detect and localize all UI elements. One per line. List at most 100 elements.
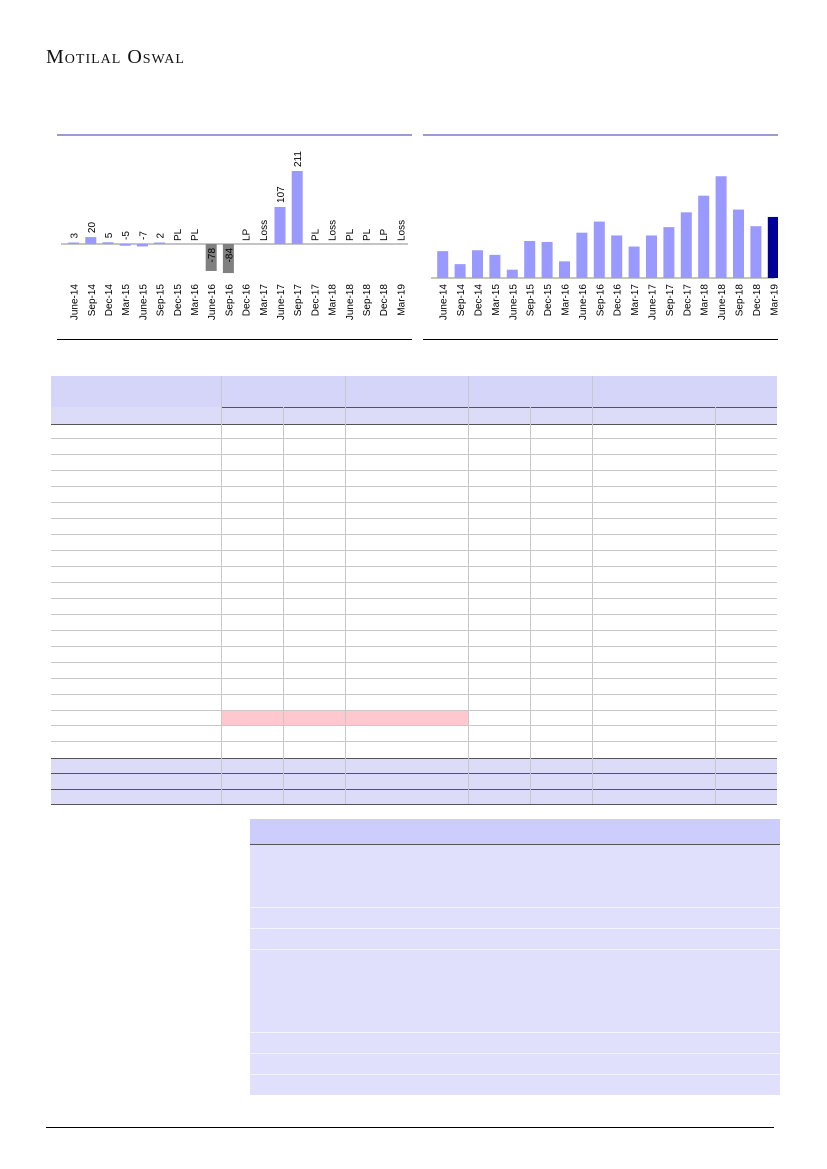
table-row-rule	[51, 694, 777, 695]
x-tick-label: June-18	[345, 284, 356, 321]
table-bottom-rule	[51, 804, 777, 805]
data-label: PL	[173, 228, 184, 241]
x-tick-label: Dec-15	[543, 284, 554, 317]
x-tick-label: Sep-18	[735, 284, 746, 317]
page-footer-rule	[46, 1127, 774, 1128]
right-chart-plot: June-14 Sep-14 Dec-14 Mar-15 June-15 Sep-15 De…	[431, 176, 778, 321]
data-label: -78	[207, 248, 218, 263]
bar-Dec-18	[750, 226, 762, 278]
bar-Dec-16	[611, 235, 623, 278]
x-tick-label: Mar-16	[561, 284, 572, 316]
x-tick-label: Sep-15	[526, 284, 537, 317]
chart-bottom-rule	[423, 339, 778, 340]
notes-row-separator	[250, 907, 780, 908]
table-row-rule	[51, 470, 777, 471]
x-tick-label: Sep-14	[87, 284, 98, 317]
data-label: PL	[310, 228, 321, 241]
header-bottom-rule	[51, 424, 777, 425]
x-tick-label: June-17	[276, 284, 287, 321]
data-label: -84	[224, 248, 235, 263]
data-label: PL	[190, 228, 201, 241]
x-tick-label: Mar-17	[630, 284, 641, 316]
table-row-rule	[51, 486, 777, 487]
x-tick-label: Dec-18	[752, 284, 763, 317]
table-row-rule	[51, 646, 777, 647]
bar-Sep-15	[524, 241, 536, 278]
notes-row-separator	[250, 1074, 780, 1075]
bar-Sep-17	[291, 171, 303, 244]
data-label: LP	[379, 228, 390, 241]
bar-June-17	[646, 235, 657, 278]
x-tick-label: June-17	[648, 284, 659, 321]
footer-rule	[51, 758, 777, 759]
x-tick-label: Mar-17	[259, 284, 270, 316]
table-row-rule	[51, 662, 777, 663]
table-header-right-top	[51, 376, 777, 407]
x-tick-label: Mar-18	[328, 284, 339, 316]
data-label: 211	[293, 151, 304, 167]
data-label: Loss	[396, 220, 407, 241]
x-tick-label: June-18	[717, 284, 728, 321]
notes-row-separator	[250, 1032, 780, 1033]
table-row-rule	[51, 566, 777, 567]
left-chart-plot: 3 June-14 20 Sep-14 5 Dec-14 -5 Mar-15 -7 June-15…	[61, 151, 408, 321]
table-column-rule	[592, 376, 593, 804]
table-row-rule	[51, 598, 777, 599]
bar-June-15	[506, 269, 518, 278]
highlight-cell	[221, 710, 468, 725]
x-tick-label: Sep-15	[156, 284, 167, 317]
footer-rule	[51, 789, 777, 790]
notes-row-separator	[250, 1053, 780, 1054]
table-column-rule	[530, 407, 531, 804]
x-tick-label: Mar-16	[190, 284, 201, 316]
data-label: PL	[345, 228, 356, 241]
chart-top-rule	[57, 134, 412, 136]
notes-box	[250, 819, 780, 1095]
data-label: Loss	[328, 220, 339, 241]
x-tick-label: Dec-14	[104, 284, 115, 317]
x-tick-label: Dec-17	[310, 284, 321, 317]
x-tick-label: Dec-15	[173, 284, 184, 317]
bar-Mar-18	[698, 195, 710, 278]
left-chart: 3 June-14 20 Sep-14 5 Dec-14 -5 Mar-15 -7 June-15…	[57, 134, 412, 340]
table-row-rule	[51, 582, 777, 583]
x-tick-label: Dec-14	[474, 284, 485, 317]
x-tick-label: Sep-18	[362, 284, 373, 317]
notes-row-separator	[250, 949, 780, 950]
table-column-rule	[468, 376, 469, 804]
data-label: PL	[362, 228, 373, 241]
bar-Mar-15	[119, 244, 131, 246]
x-tick-label: June-15	[508, 284, 519, 321]
x-tick-label: Dec-17	[682, 284, 693, 317]
x-tick-label: June-16	[578, 284, 589, 321]
data-label: 5	[104, 232, 115, 238]
x-tick-label: June-14	[439, 284, 450, 321]
data-label: 3	[70, 233, 81, 239]
table-column-rule	[283, 407, 284, 804]
x-tick-label: Mar-19	[396, 284, 407, 316]
x-tick-label: Sep-16	[595, 284, 606, 317]
data-label: 2	[156, 233, 167, 239]
bar-Mar-17	[628, 246, 640, 278]
bar-June-16	[576, 232, 588, 278]
table-footer-rows	[51, 758, 777, 805]
data-label: -7	[138, 231, 149, 240]
x-tick-label: Sep-16	[224, 284, 235, 317]
table-column-rule	[221, 376, 222, 804]
table-row-rule	[51, 502, 777, 503]
bar-Sep-15	[154, 242, 166, 244]
x-tick-label: Mar-19	[769, 284, 778, 316]
table-row-rule	[51, 630, 777, 631]
data-label: LP	[242, 228, 253, 241]
bar-Sep-14	[85, 237, 97, 244]
header-rule	[221, 407, 777, 408]
chart-top-rule	[423, 134, 778, 136]
brand-logo: Motilal Oswal	[46, 46, 185, 68]
table-row-rule	[51, 725, 777, 726]
table-row-rule	[51, 710, 777, 711]
bar-Mar-19	[767, 216, 778, 278]
table-row-rule	[51, 678, 777, 679]
bar-Sep-16	[593, 221, 605, 278]
bar-Dec-14	[102, 242, 114, 244]
notes-box-header	[250, 819, 780, 845]
